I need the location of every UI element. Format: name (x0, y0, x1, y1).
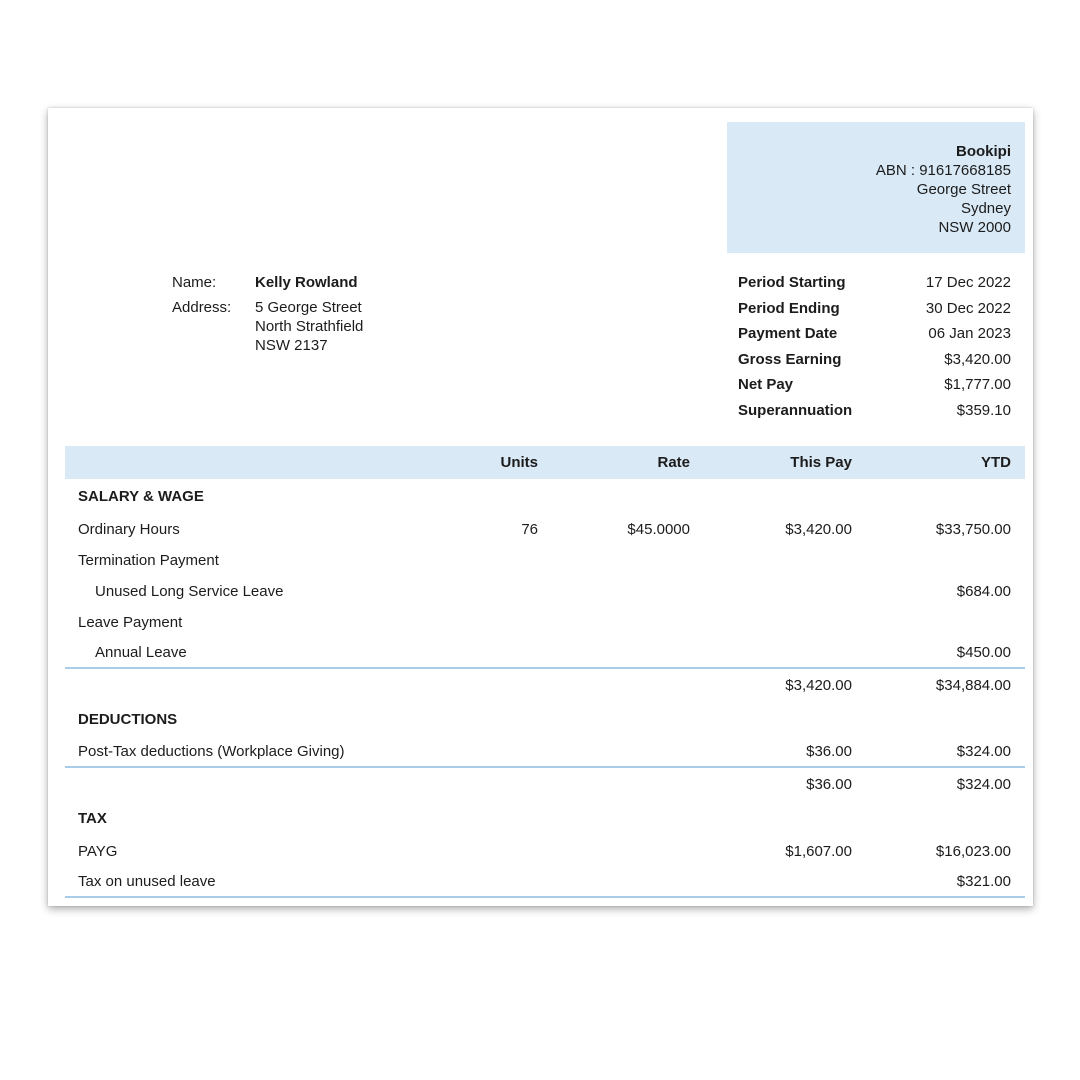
table-row: Post-Tax deductions (Workplace Giving) $3… (65, 737, 1025, 768)
summary-row: Period Starting 17 Dec 2022 (738, 273, 1011, 299)
company-address-line: Sydney (960, 200, 1011, 217)
summary-value: $3,420.00 (944, 350, 1011, 368)
company-abn: ABN : 91617668185 (875, 162, 1011, 179)
cell-this-pay: $3,420.00 (785, 677, 852, 694)
company-address-line: George Street (916, 181, 1011, 198)
cell-ytd: $16,023.00 (935, 843, 1011, 860)
employee-block: Name: Kelly Rowland Address: 5 George St… (172, 273, 363, 361)
employee-name-label: Name: (172, 274, 217, 291)
cell-label: Unused Long Service Leave (95, 583, 284, 600)
cell-label: Annual Leave (95, 644, 187, 661)
summary-label: Period Starting (738, 274, 846, 291)
company-name: Bookipi (956, 143, 1011, 160)
employee-name-row: Name: Kelly Rowland (172, 273, 363, 292)
pay-summary: Period Starting 17 Dec 2022 Period Ending 3… (738, 273, 1011, 426)
header-this-pay: This Pay (790, 454, 852, 471)
summary-row: Net Pay $1,777.00 (738, 375, 1011, 401)
employee-address-row: Address: 5 George Street North Strathfiel… (172, 298, 363, 355)
company-info-box: Bookipi ABN : 91617668185 George Street S… (727, 122, 1025, 253)
payslip-page: Bookipi ABN : 91617668185 George Street S… (48, 108, 1033, 906)
employee-address-label: Address: (172, 299, 232, 316)
section-row: SALARY & WAGE (65, 479, 1025, 514)
cell-this-pay: $1,607.00 (785, 843, 852, 860)
summary-value: $359.10 (956, 401, 1011, 419)
employee-name: Kelly Rowland (255, 274, 358, 291)
cell-this-pay: $3,420.00 (785, 521, 852, 538)
table-row: Leave Payment (65, 607, 1025, 638)
cell-label: TAX (78, 810, 107, 827)
summary-row: Superannuation $359.10 (738, 401, 1011, 427)
cell-units: 76 (521, 521, 538, 538)
header-rate: Rate (657, 454, 690, 471)
table-row: Termination Payment (65, 545, 1025, 576)
company-address-line: NSW 2000 (938, 219, 1011, 236)
table-row: Tax on unused leave $321.00 (65, 867, 1025, 898)
summary-label: Period Ending (738, 299, 840, 317)
table-row: Annual Leave $450.00 (65, 638, 1025, 669)
employee-address-line: 5 George Street (255, 299, 362, 316)
cell-label: Termination Payment (78, 552, 219, 569)
cell-ytd: $33,750.00 (935, 521, 1011, 538)
employee-address: 5 George Street North Strathfield NSW 2137 (255, 298, 363, 355)
cell-ytd: $450.00 (956, 644, 1011, 661)
cell-ytd: $321.00 (956, 873, 1011, 890)
cell-rate: $45.0000 (627, 521, 690, 538)
cell-label: Ordinary Hours (78, 521, 180, 538)
table-header-row: Units Rate This Pay YTD (65, 446, 1025, 479)
table-row: $36.00 $324.00 (65, 768, 1025, 801)
cell-ytd: $684.00 (956, 583, 1011, 600)
summary-value: $1,777.00 (944, 376, 1011, 393)
summary-label: Gross Earning (738, 350, 842, 368)
cell-ytd: $324.00 (956, 743, 1011, 760)
summary-row: Payment Date 06 Jan 2023 (738, 324, 1011, 350)
cell-this-pay: $36.00 (806, 743, 852, 760)
summary-value: 17 Dec 2022 (925, 274, 1011, 291)
cell-ytd: $324.00 (956, 776, 1011, 793)
cell-label: Tax on unused leave (78, 873, 216, 890)
table-row: PAYG $1,607.00 $16,023.00 (65, 836, 1025, 867)
cell-label: Post-Tax deductions (Workplace Giving) (78, 743, 345, 760)
section-row: TAX (65, 801, 1025, 836)
cell-label: DEDUCTIONS (78, 711, 178, 728)
cell-ytd: $34,884.00 (935, 677, 1011, 694)
company-address: George Street Sydney NSW 2000 (737, 180, 1011, 237)
cell-label: Leave Payment (78, 614, 183, 631)
header-units: Units (500, 454, 539, 471)
summary-label: Net Pay (738, 376, 794, 393)
summary-row: Period Ending 30 Dec 2022 (738, 299, 1011, 325)
summary-label: Superannuation (738, 401, 853, 419)
cell-this-pay: $36.00 (806, 776, 852, 793)
cell-label: SALARY & WAGE (78, 488, 204, 505)
summary-row: Gross Earning $3,420.00 (738, 350, 1011, 376)
table-row: $3,420.00 $34,884.00 (65, 669, 1025, 702)
table-body: SALARY & WAGE Ordinary Hours 76 $45.0000 $3,… (65, 479, 1025, 898)
table-row: Ordinary Hours 76 $45.0000 $3,420.00 $33,750… (65, 514, 1025, 545)
table-row: Unused Long Service Leave $684.00 (65, 576, 1025, 607)
header-ytd: YTD (981, 454, 1011, 471)
employee-address-line: NSW 2137 (255, 337, 328, 354)
summary-value: 06 Jan 2023 (928, 325, 1011, 342)
employee-address-line: North Strathfield (255, 318, 364, 335)
section-row: DEDUCTIONS (65, 702, 1025, 737)
pay-table: Units Rate This Pay YTD SALARY & WAGE Ord… (65, 446, 1025, 898)
cell-label: PAYG (78, 843, 118, 860)
summary-value: 30 Dec 2022 (925, 299, 1011, 317)
summary-label: Payment Date (738, 325, 838, 342)
